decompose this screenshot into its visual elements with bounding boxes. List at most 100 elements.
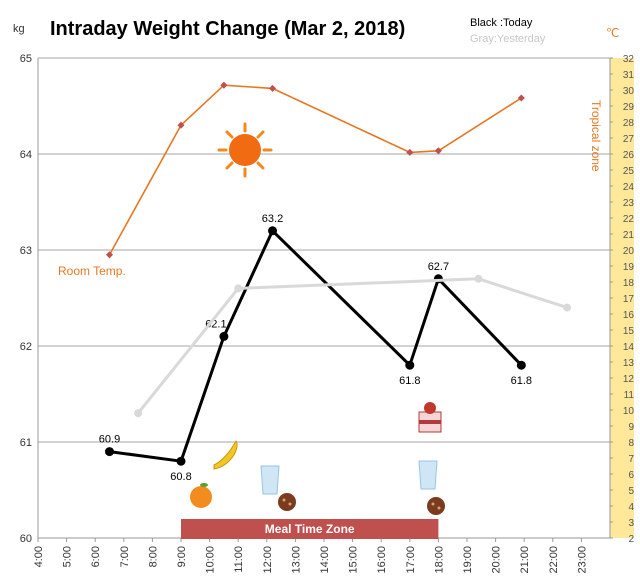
room-temp-label: Room Temp. xyxy=(58,264,126,278)
right-tick-label: 6 xyxy=(628,470,634,481)
right-axis-ticks: 2345678910111213141516171819202122232425… xyxy=(610,54,634,545)
left-tick-label: 65 xyxy=(20,53,32,65)
left-tick-label: 62 xyxy=(20,341,32,353)
temp-point xyxy=(406,148,414,156)
right-tick-label: 12 xyxy=(623,374,635,385)
cookie-icon xyxy=(427,497,445,515)
right-tick-label: 7 xyxy=(628,454,634,465)
water-glass-icon xyxy=(260,465,280,495)
right-tick-label: 10 xyxy=(623,406,635,417)
legend-today: Black :Today xyxy=(470,17,533,29)
data-label: 61.8 xyxy=(511,375,532,387)
right-tick-label: 3 xyxy=(628,518,634,529)
banana-icon xyxy=(213,440,238,470)
x-tick-label: 8:00 xyxy=(147,546,159,567)
right-tick-label: 26 xyxy=(623,150,635,161)
left-tick-label: 61 xyxy=(20,437,32,449)
x-tick-label: 19:00 xyxy=(462,546,474,574)
series-line-room-temp xyxy=(108,84,522,256)
series-layer: 60.960.862.163.261.862.761.8 xyxy=(99,81,572,483)
right-tick-label: 18 xyxy=(623,278,635,289)
data-label: 60.9 xyxy=(99,434,120,446)
x-tick-label: 20:00 xyxy=(491,546,503,574)
right-tick-label: 25 xyxy=(623,166,635,177)
right-tick-label: 15 xyxy=(623,326,635,337)
sun-icon xyxy=(217,122,273,178)
right-tick-label: 19 xyxy=(623,262,635,273)
x-tick-label: 22:00 xyxy=(548,546,560,574)
left-tick-label: 63 xyxy=(20,245,32,257)
x-tick-label: 23:00 xyxy=(576,546,588,574)
x-tick-label: 15:00 xyxy=(348,546,360,574)
right-tick-label: 28 xyxy=(623,118,635,129)
right-tick-label: 17 xyxy=(623,294,635,305)
tropical-zone-band xyxy=(610,58,634,538)
today-point xyxy=(405,360,415,370)
data-label: 62.7 xyxy=(428,261,449,273)
right-tick-label: 27 xyxy=(623,134,635,145)
orange-icon xyxy=(190,483,212,508)
meal-time-zone-bar xyxy=(181,519,439,539)
temp-point xyxy=(517,94,525,102)
x-tick-label: 5:00 xyxy=(62,546,74,567)
cookie-icon xyxy=(278,493,296,511)
right-tick-label: 14 xyxy=(623,342,635,353)
right-tick-label: 32 xyxy=(623,54,635,65)
right-tick-label: 4 xyxy=(628,502,634,513)
meal-time-zone-label: Meal Time Zone xyxy=(265,522,355,536)
right-axis-unit: ℃ xyxy=(606,26,619,40)
temp-point xyxy=(434,147,442,155)
left-axis-unit: kg xyxy=(13,23,25,35)
right-tick-label: 29 xyxy=(623,102,635,113)
x-tick-label: 12:00 xyxy=(262,546,274,574)
today-point xyxy=(516,360,526,370)
x-tick-label: 11:00 xyxy=(233,546,245,573)
right-tick-label: 9 xyxy=(628,422,634,433)
x-tick-label: 21:00 xyxy=(519,546,531,574)
today-point xyxy=(268,226,278,236)
left-axis-ticks: 60 61 62 63 64 65 xyxy=(20,53,32,545)
right-tick-label: 23 xyxy=(623,198,635,209)
x-tick-label: 17:00 xyxy=(405,546,417,574)
data-label: 60.8 xyxy=(170,471,191,483)
right-tick-label: 8 xyxy=(628,438,634,449)
temp-point xyxy=(177,121,185,129)
chart-title: Intraday Weight Change (Mar 2, 2018) xyxy=(50,18,405,40)
right-tick-label: 11 xyxy=(624,390,635,401)
x-tick-label: 9:00 xyxy=(176,546,188,567)
x-tick-label: 14:00 xyxy=(319,546,331,574)
yesterday-point xyxy=(563,303,572,312)
right-tick-label: 16 xyxy=(623,310,635,321)
right-tick-label: 21 xyxy=(623,230,635,241)
yesterday-point xyxy=(134,409,143,418)
x-tick-label: 7:00 xyxy=(119,546,131,567)
today-point xyxy=(219,331,229,341)
right-tick-label: 13 xyxy=(623,358,635,369)
yesterday-point xyxy=(234,284,243,293)
right-tick-label: 30 xyxy=(623,86,635,97)
legend-yesterday: Gray:Yesterday xyxy=(470,33,546,45)
right-tick-label: 5 xyxy=(628,486,634,497)
x-tick-label: 18:00 xyxy=(433,546,445,574)
parfait-icon xyxy=(418,402,442,433)
today-point xyxy=(105,447,114,457)
data-label: 61.8 xyxy=(399,375,420,387)
data-label: 63.2 xyxy=(262,213,283,225)
yesterday-point xyxy=(474,274,483,283)
right-tick-label: 2 xyxy=(628,534,634,545)
temp-point xyxy=(268,84,277,92)
temp-point xyxy=(220,81,228,89)
x-tick-label: 16:00 xyxy=(376,546,388,574)
tropical-zone-label: Tropical zone xyxy=(589,100,603,172)
right-tick-label: 31 xyxy=(623,70,635,81)
left-tick-label: 64 xyxy=(20,149,32,161)
today-point xyxy=(176,456,186,466)
right-tick-label: 22 xyxy=(623,214,635,225)
x-tick-label: 4:00 xyxy=(33,546,45,567)
x-axis-ticks: 4:00 5:00 6:00 7:00 8:00 9:00 10:00 11:00 12:00 1… xyxy=(33,538,588,574)
x-tick-label: 13:00 xyxy=(290,546,302,574)
series-line-yesterday xyxy=(136,277,568,415)
grid-lines xyxy=(38,57,610,443)
x-tick-label: 10:00 xyxy=(205,546,217,574)
x-tick-label: 6:00 xyxy=(90,546,102,567)
